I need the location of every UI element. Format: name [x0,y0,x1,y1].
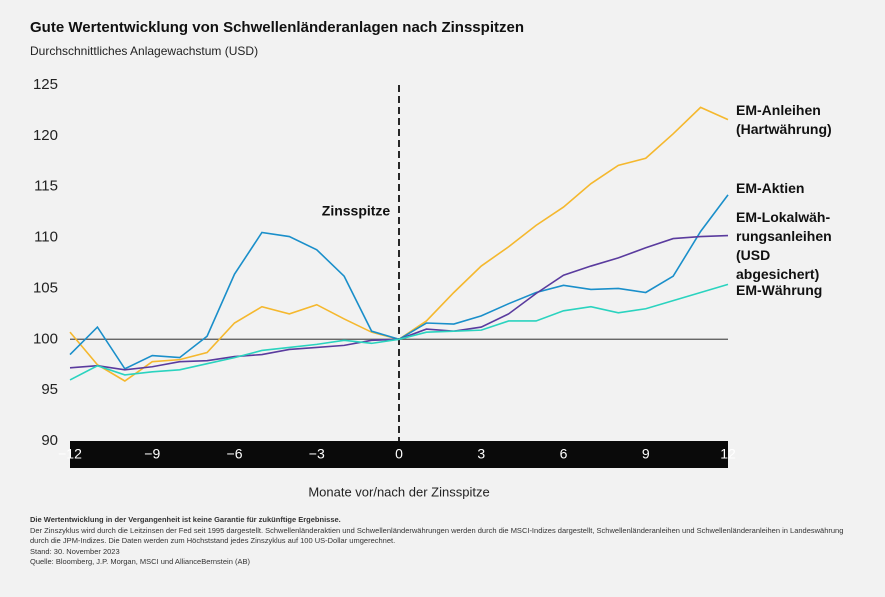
x-tick-label: 12 [720,446,736,462]
y-tick-label: 110 [34,229,58,246]
x-tick-label: 0 [395,446,403,462]
x-axis-band [70,441,728,468]
x-tick-label: −3 [309,446,325,462]
series-label: EM-Währung [736,282,823,298]
series-label: EM-Anleihen (Hartwährung) [736,102,832,137]
x-tick-label: 6 [560,446,568,462]
chart: 90 95 100 105 110 115 120 125 −12 −9 −6 −3 0 3 6 9 12 Mon… [33,76,736,499]
x-tick-label: −9 [144,446,160,462]
footnote: Der Zinszyklus wird durch die Leitzinsen… [30,525,844,546]
y-tick-label: 120 [33,127,58,144]
series-line [69,283,729,381]
x-tick-label: 3 [477,446,485,462]
y-tick-label: 115 [34,178,58,195]
footnotes: Die Wertentwicklung in der Vergangenheit… [30,515,850,568]
series-label: EM-Aktien [736,180,805,196]
y-tick-label: 90 [41,432,58,449]
x-tick-label: 9 [642,446,650,462]
footnote: Die Wertentwicklung in der Vergangenheit… [30,515,341,524]
series-label: EM-Lokalwäh­rungsanleihen (USD abgesiche… [736,209,832,282]
y-tick-label: 95 [41,381,58,398]
footnote: Stand: 30. November 2023 [30,546,120,556]
x-tick-label: −6 [227,446,243,462]
chart-title: Gute Wertentwicklung von Schwellenländer… [30,19,524,36]
annotation: Zinsspitze [322,203,391,219]
y-tick-label: 125 [33,76,58,93]
chart-subtitle: Durchschnittliches Anlagewachstum (USD) [30,44,259,58]
x-tick-label: −12 [58,446,82,462]
footnote: Quelle: Bloomberg, J.P. Morgan, MSCI und… [30,557,250,566]
y-tick-label: 100 [33,330,58,347]
x-axis-title: Monate vor/nach der Zinsspitze [308,484,489,499]
y-tick-label: 105 [33,279,58,296]
